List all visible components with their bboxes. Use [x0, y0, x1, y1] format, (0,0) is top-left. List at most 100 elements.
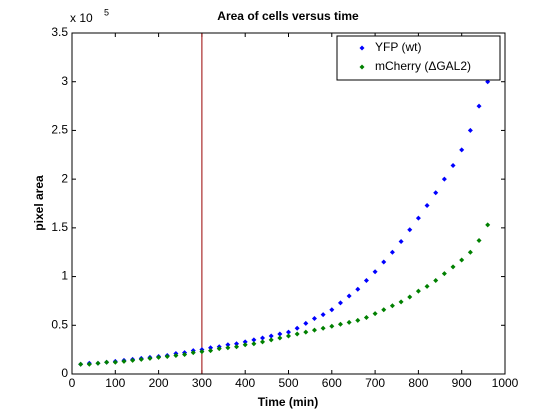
y-tick-label: 2.5	[51, 123, 68, 137]
point	[182, 352, 188, 358]
x-tick-label: 100	[105, 376, 125, 390]
point	[476, 238, 482, 244]
point	[424, 283, 430, 289]
point	[415, 288, 421, 294]
point	[485, 222, 491, 228]
x-tick-label: 1000	[492, 376, 519, 390]
point	[441, 176, 447, 182]
point	[311, 327, 317, 333]
point	[372, 269, 378, 275]
point	[311, 315, 317, 321]
point	[268, 333, 274, 339]
point	[389, 303, 395, 309]
point	[251, 337, 257, 343]
point	[337, 300, 343, 306]
x-tick-label: 600	[322, 376, 342, 390]
point	[164, 353, 170, 359]
point	[303, 329, 309, 335]
point	[225, 342, 231, 348]
point	[95, 360, 101, 366]
legend-marker	[359, 45, 365, 51]
point	[199, 349, 205, 355]
legend-label: YFP (wt)	[375, 40, 421, 54]
legend-marker	[359, 64, 365, 70]
point	[329, 323, 335, 329]
point	[286, 329, 291, 335]
point	[346, 293, 352, 299]
point	[251, 341, 257, 347]
point	[433, 277, 439, 283]
legend-box	[336, 35, 501, 81]
point	[320, 325, 326, 331]
point	[467, 127, 473, 133]
point	[415, 215, 421, 221]
y-tick-label: 3.5	[51, 25, 68, 39]
point	[433, 190, 439, 196]
point	[398, 238, 404, 244]
point	[234, 341, 240, 347]
point	[381, 307, 387, 313]
chart-title: Area of cells versus time	[217, 9, 359, 23]
point	[407, 227, 413, 233]
x-axis-label: Time (min)	[258, 395, 318, 409]
point	[277, 335, 283, 341]
point	[459, 147, 465, 153]
y-tick-label: 0.5	[51, 317, 68, 331]
point	[208, 345, 214, 351]
x-tick-label: 0	[69, 376, 76, 390]
x-tick-label: 800	[408, 376, 428, 390]
point	[138, 356, 144, 362]
point	[242, 342, 248, 348]
point	[225, 345, 231, 351]
point	[476, 103, 482, 109]
point	[112, 359, 118, 365]
point	[329, 307, 335, 313]
point	[190, 350, 196, 356]
point	[389, 249, 395, 255]
point	[407, 294, 413, 300]
y-axis-label: pixel area	[32, 175, 46, 231]
point	[260, 335, 266, 341]
point	[294, 331, 300, 337]
axes-box	[71, 32, 506, 375]
point	[86, 361, 92, 367]
point	[303, 320, 309, 326]
point	[78, 361, 84, 367]
y-tick-label: 0	[61, 366, 68, 380]
point	[294, 325, 300, 331]
point	[268, 337, 274, 343]
point	[346, 319, 352, 325]
point	[467, 249, 473, 255]
point	[441, 271, 447, 277]
y-multiplier-exponent: 5	[104, 7, 109, 17]
point	[277, 331, 283, 337]
y-tick-label: 1	[61, 269, 68, 283]
y-tick-label: 2	[61, 171, 68, 185]
point	[173, 352, 179, 358]
x-tick-label: 400	[235, 376, 255, 390]
point	[450, 163, 456, 169]
point	[234, 344, 240, 350]
point	[450, 264, 456, 270]
point	[104, 359, 110, 365]
point	[398, 299, 404, 305]
point	[337, 321, 343, 327]
point	[363, 314, 369, 320]
x-tick-label: 200	[149, 376, 169, 390]
x-tick-label: 500	[278, 376, 298, 390]
point	[130, 357, 136, 363]
point	[355, 317, 361, 323]
point	[363, 277, 369, 283]
point	[459, 257, 465, 263]
plot-area	[72, 33, 505, 374]
point	[381, 259, 387, 265]
point	[424, 202, 430, 208]
point	[147, 355, 153, 361]
y-multiplier: x 10	[70, 11, 93, 25]
point	[216, 346, 222, 352]
x-tick-label: 300	[192, 376, 212, 390]
point	[121, 358, 127, 364]
point	[242, 339, 248, 345]
point	[156, 354, 162, 360]
